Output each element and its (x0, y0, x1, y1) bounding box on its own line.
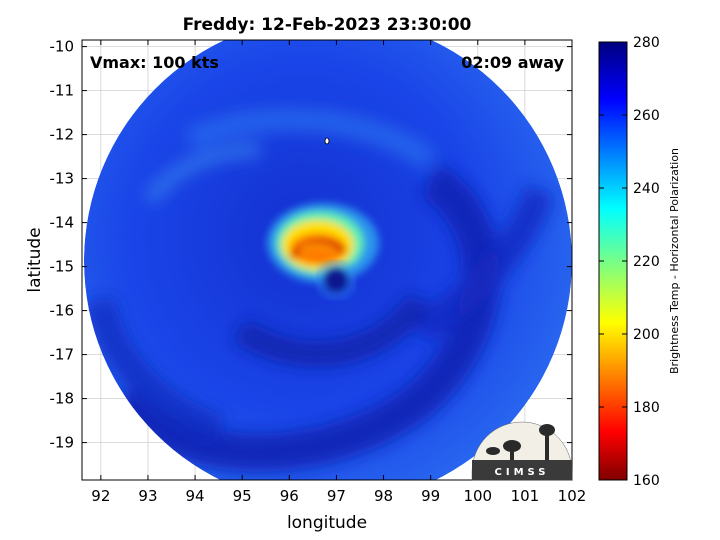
colorbar-label: Brightness Temp - Horizontal Polarizatio… (668, 148, 681, 374)
colorbar-ticks: 280 260 240 220 200 180 160 (599, 35, 660, 489)
colorbar-tick-label: 220 (633, 254, 660, 270)
y-tick-label: -14 (50, 214, 75, 232)
colorbar-tick-label: 260 (633, 108, 660, 124)
eye (324, 268, 348, 292)
y-tick-label: -10 (50, 38, 75, 56)
y-axis-label: latitude (25, 227, 45, 292)
x-tick-label: 96 (280, 487, 299, 505)
x-tick-label: 101 (511, 487, 540, 505)
colorbar-tick-label: 180 (633, 400, 660, 416)
x-tick-label: 98 (374, 487, 393, 505)
axes-frame (81, 39, 573, 481)
y-tick-label: -19 (50, 434, 75, 452)
x-tick-label: 95 (233, 487, 252, 505)
y-tick-label: -18 (50, 390, 75, 408)
x-tick-label: 93 (138, 487, 157, 505)
x-tick-labels: 92 93 94 95 96 97 98 99 100 101 102 (91, 487, 586, 505)
y-tick-label: -11 (50, 82, 75, 100)
x-tick-label: 92 (91, 487, 110, 505)
x-tick-label: 99 (421, 487, 440, 505)
colorbar-tick-label: 160 (633, 473, 660, 489)
colorbar-tick-label: 240 (633, 181, 660, 197)
y-tick-label: -13 (50, 170, 75, 188)
vmax-label: Vmax: 100 kts (90, 53, 219, 72)
x-tick-label: 100 (463, 487, 492, 505)
time-away-label: 02:09 away (461, 53, 564, 72)
logo-text: CIMSS (495, 467, 550, 478)
y-tick-label: -15 (50, 258, 75, 276)
x-tick-label: 97 (327, 487, 346, 505)
y-tick-label: -17 (50, 346, 75, 364)
colorbar-tick-label: 200 (633, 327, 660, 343)
y-tick-label: -12 (50, 126, 75, 144)
colorbar-tick-label: 280 (633, 35, 660, 51)
x-tick-label: 94 (186, 487, 205, 505)
x-axis-label: longitude (287, 513, 367, 533)
chart-title: Freddy: 12-Feb-2023 23:30:00 (183, 15, 472, 35)
x-tick-label: 102 (558, 487, 587, 505)
island-marker (324, 137, 330, 145)
y-tick-label: -16 (50, 302, 75, 320)
cimss-logo: CIMSS (471, 421, 573, 481)
y-tick-labels: -10 -11 -12 -13 -14 -15 -16 -17 -18 -19 (50, 38, 75, 452)
microwave-swath-image (84, 40, 572, 480)
